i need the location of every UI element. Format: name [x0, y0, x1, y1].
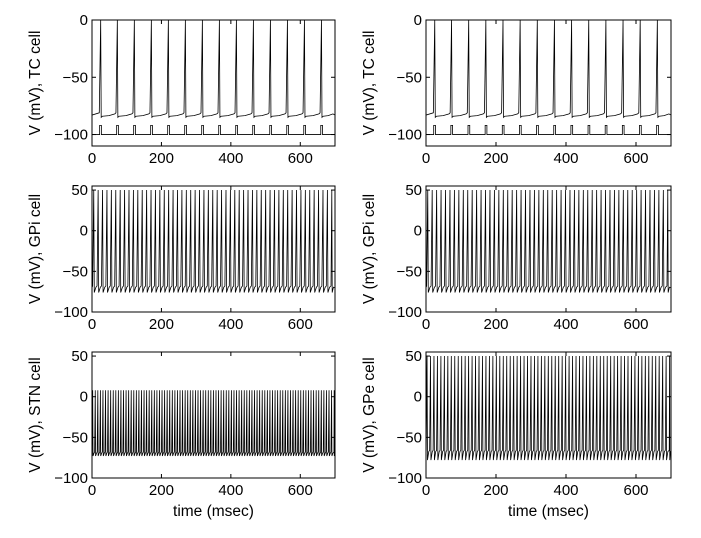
x-tick-label: 600	[288, 316, 313, 333]
panel-bottom-left: 0 200 400 600 50 0 −50 −100 V (mV), STN cell time…	[27, 348, 336, 520]
y-tick-label: 50	[405, 182, 422, 199]
y-axis-label: V (mV), GPi cell	[361, 194, 378, 304]
x-tick-label: 0	[422, 150, 430, 167]
x-tick-label: 400	[218, 316, 243, 333]
y-tick-label: 50	[405, 348, 422, 365]
x-tick-label: 600	[288, 482, 313, 499]
x-tick-label: 0	[422, 316, 430, 333]
y-tick-label: −50	[397, 69, 422, 86]
y-tick-label: −100	[54, 304, 88, 321]
x-tick-label: 400	[553, 150, 578, 167]
x-tick-label: 200	[149, 316, 174, 333]
x-tick-label: 400	[553, 482, 578, 499]
x-tick-label: 600	[288, 150, 313, 167]
axes-frame	[425, 19, 672, 147]
y-tick-label: 0	[80, 12, 88, 29]
x-tick-label: 600	[623, 150, 648, 167]
x-tick-label: 0	[422, 482, 430, 499]
y-tick-label: −50	[63, 69, 88, 86]
x-tick-label: 0	[88, 150, 96, 167]
x-tick-label: 600	[623, 316, 648, 333]
x-axis-label: time (msec)	[173, 503, 254, 520]
series-line-1	[92, 124, 335, 135]
axes-frame	[91, 19, 336, 147]
y-tick-label: −100	[388, 304, 422, 321]
axes-frame	[425, 351, 672, 479]
x-tick-label: 200	[149, 150, 174, 167]
series-line-0	[92, 390, 335, 457]
y-axis-label: V (mV), GPe cell	[361, 357, 378, 472]
y-axis-label: V (mV), TC cell	[361, 31, 378, 136]
axes-frame	[91, 185, 336, 313]
x-tick-label: 600	[623, 482, 648, 499]
x-tick-label: 0	[88, 316, 96, 333]
y-tick-label: −100	[54, 470, 88, 487]
x-tick-label: 400	[218, 482, 243, 499]
axes-frame	[91, 351, 336, 479]
panel-top-right: 0 200 400 600 0 −50 −100 V (mV), TC cell	[361, 12, 672, 167]
y-tick-label: 50	[71, 182, 88, 199]
series-line-1	[426, 124, 671, 135]
series-line-0	[92, 20, 335, 119]
y-axis-label: V (mV), STN cell	[27, 357, 44, 472]
series-line-0	[426, 20, 671, 119]
y-tick-label: 0	[414, 12, 422, 29]
x-tick-label: 200	[149, 482, 174, 499]
series-line-0	[426, 356, 671, 461]
x-tick-label: 200	[483, 482, 508, 499]
y-tick-label: 0	[414, 223, 422, 240]
y-tick-label: −100	[388, 470, 422, 487]
y-tick-label: 0	[414, 389, 422, 406]
x-tick-label: 200	[483, 150, 508, 167]
y-tick-label: −100	[54, 127, 88, 144]
y-tick-label: 0	[80, 389, 88, 406]
panel-middle-left: 0 200 400 600 50 0 −50 −100 V (mV), GPi cell	[27, 182, 336, 333]
y-tick-label: 0	[80, 223, 88, 240]
panel-bottom-right: 0 200 400 600 50 0 −50 −100 V (mV), GPe cell time…	[361, 348, 672, 520]
x-tick-label: 200	[483, 316, 508, 333]
y-tick-label: −50	[397, 263, 422, 280]
axes-frame	[425, 185, 672, 313]
y-tick-label: −100	[388, 127, 422, 144]
series-line-0	[92, 190, 335, 293]
y-tick-label: −50	[63, 263, 88, 280]
panel-middle-right: 0 200 400 600 50 0 −50 −100 V (mV), GPi cell	[361, 182, 672, 333]
y-tick-label: −50	[63, 429, 88, 446]
x-tick-label: 0	[88, 482, 96, 499]
x-tick-label: 400	[218, 150, 243, 167]
y-axis-label: V (mV), TC cell	[27, 31, 44, 136]
panel-top-left: 0 200 400 600 0 −50 −100 V (mV), TC cell	[27, 12, 336, 167]
x-axis-label: time (msec)	[508, 503, 589, 520]
y-tick-label: 50	[71, 348, 88, 365]
y-tick-label: −50	[397, 429, 422, 446]
y-axis-label: V (mV), GPi cell	[27, 194, 44, 304]
x-tick-label: 400	[553, 316, 578, 333]
series-line-0	[426, 190, 671, 293]
